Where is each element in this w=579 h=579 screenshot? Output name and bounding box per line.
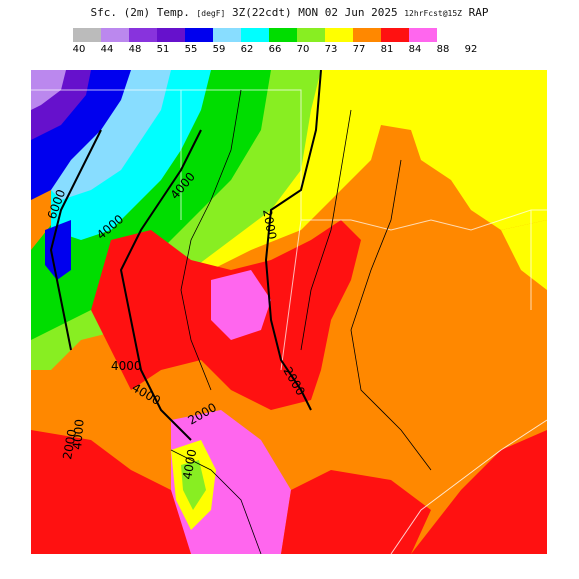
contour-4000 — [119, 129, 202, 441]
title-main: Sfc. (2m) Temp. — [90, 6, 190, 19]
legend-label: 55 — [184, 44, 198, 55]
contour-label: 4000 — [70, 419, 87, 451]
contour-thin-1 — [180, 89, 242, 391]
title-units: [degF] — [196, 9, 226, 18]
legend-label: 70 — [296, 44, 310, 55]
legend-swatch — [269, 28, 297, 42]
legend-swatch — [157, 28, 185, 42]
legend-swatch — [325, 28, 353, 42]
legend-swatch — [353, 28, 381, 42]
region-blue-2 — [45, 220, 71, 280]
contour-2000 — [264, 70, 322, 411]
legend-label: 62 — [240, 44, 254, 55]
title-forecast: 12hrFcst@15Z — [404, 9, 462, 18]
region-green-south — [181, 460, 206, 510]
contour-label: 4000 — [180, 448, 199, 481]
legend-swatch — [73, 28, 101, 42]
legend-swatch — [409, 28, 437, 42]
coastline — [390, 419, 547, 554]
region-yellow-2 — [501, 220, 547, 290]
map-title: Sfc. (2m) Temp. [degF] 3Z(22cdt) MON 02 … — [0, 6, 579, 19]
title-valid: 3Z(22cdt) MON 02 Jun 2025 — [232, 6, 398, 19]
region-pink — [211, 270, 271, 340]
color-legend — [73, 28, 437, 42]
temperature-map: 6000 4000 4000 2000 2000 2000 4000 2000 … — [31, 70, 547, 554]
contour-label: 2000 — [60, 428, 79, 461]
legend-swatch — [213, 28, 241, 42]
legend-label: 40 — [72, 44, 86, 55]
state-border — [31, 89, 547, 371]
legend-label: 92 — [464, 44, 478, 55]
legend-label: 88 — [436, 44, 450, 55]
legend-swatch — [185, 28, 213, 42]
legend-label: 73 — [324, 44, 338, 55]
legend-label: 59 — [212, 44, 226, 55]
legend-swatch — [297, 28, 325, 42]
region-red-south — [31, 430, 191, 554]
map-svg: 6000 4000 4000 2000 2000 2000 4000 2000 … — [31, 70, 547, 554]
legend-swatch — [101, 28, 129, 42]
legend-swatch — [129, 28, 157, 42]
legend-label: 66 — [268, 44, 282, 55]
legend-swatch — [241, 28, 269, 42]
contour-thin-4 — [170, 449, 262, 554]
legend-label: 48 — [128, 44, 142, 55]
contour-6000 — [49, 129, 102, 351]
region-green — [31, 70, 271, 340]
legend-label: 81 — [380, 44, 394, 55]
legend-label: 44 — [100, 44, 114, 55]
title-model: RAP — [468, 6, 489, 19]
contour-label: 4000 — [111, 359, 142, 373]
legend-label: 77 — [352, 44, 366, 55]
legend-swatch — [381, 28, 409, 42]
region-red-se — [411, 430, 547, 554]
legend-label: 84 — [408, 44, 422, 55]
legend-label: 51 — [156, 44, 170, 55]
region-red-mid — [281, 470, 431, 554]
contour-label: 2000 — [260, 208, 279, 241]
legend-labels: 40 44 48 51 55 59 62 66 70 73 77 81 84 88 92 — [0, 44, 579, 58]
contour-thin-3 — [350, 159, 432, 471]
contour-thin-2 — [300, 109, 352, 351]
